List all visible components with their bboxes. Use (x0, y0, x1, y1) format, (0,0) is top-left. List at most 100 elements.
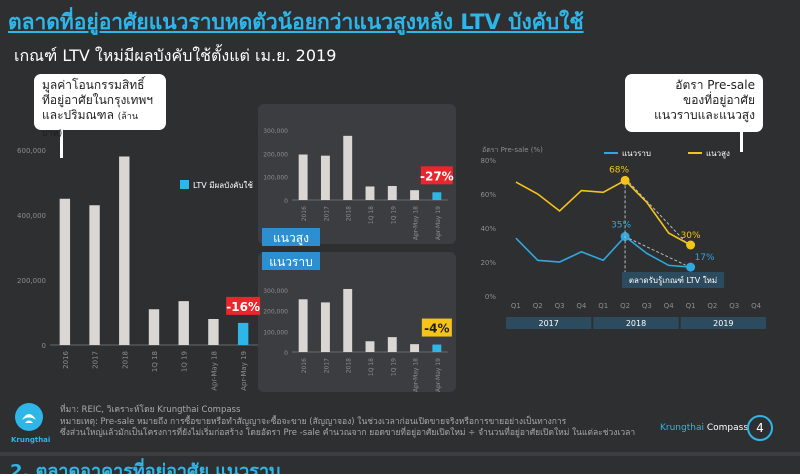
change-label: -27% (420, 169, 454, 183)
bar (365, 186, 375, 200)
bar (89, 205, 100, 345)
x-tick-label: Apr-May 19 (435, 358, 442, 392)
legend-swatch (180, 180, 189, 189)
page-subtitle: เกณฑ์ LTV ใหม่มีผลบังคับใช้ตั้งแต่ เม.ย.… (14, 46, 337, 65)
chart-low-rise: แนวราบ 0 100,000 200,000 300,000 2016 2017 2018… (262, 252, 452, 392)
x-tick-label: Q1 (598, 302, 608, 310)
y-tick-label: 100,000 (263, 175, 288, 182)
y-tick-label: 60% (480, 191, 496, 199)
trend-arrow (628, 238, 686, 266)
bar (432, 192, 442, 200)
bar (387, 186, 397, 200)
bar (148, 309, 160, 345)
x-tick-label: 2018 (121, 351, 129, 369)
bar (237, 322, 249, 345)
callout-stem (740, 130, 743, 152)
year-label: 2019 (713, 319, 733, 328)
change-label: -16% (226, 300, 260, 314)
x-tick-label: 2018 (346, 358, 353, 373)
annotation-label: 35% (611, 221, 631, 231)
y-tick-label: 200,000 (263, 151, 288, 158)
y-tick-label: 200,000 (263, 309, 288, 316)
event-badge (622, 272, 724, 288)
bar (59, 198, 71, 345)
callout-line: ของที่อยู่อาศัย (682, 93, 755, 107)
y-tick-label: 0 (284, 350, 288, 357)
annotation-label: 68% (609, 165, 629, 175)
legend-label: แนวราบ (622, 149, 651, 158)
chart-total-transfer: 0 200,000 400,000 600,000 2016 2017 2018 1Q 18 1… (17, 147, 261, 391)
change-label: -4% (424, 322, 449, 336)
x-tick-label: 2016 (301, 358, 308, 373)
x-tick-label: 2017 (323, 206, 330, 221)
compass-brand: Krungthai Compass (660, 423, 748, 433)
year-label: 2018 (626, 319, 646, 328)
x-tick-label: 1Q 19 (390, 358, 397, 376)
y-axis-title: อัตรา Pre-sale (%) (482, 146, 543, 154)
panel-tag (262, 252, 320, 270)
x-tick-label: Q3 (729, 302, 739, 310)
series-marker (620, 175, 630, 185)
x-tick-label: 2017 (323, 358, 330, 373)
bar (320, 302, 330, 352)
year-label: 2017 (538, 319, 558, 328)
page-number: 4 (747, 415, 773, 441)
source-note: ที่มา: REIC, วิเคราะห์โดย Krungthai Comp… (60, 405, 241, 415)
next-slide-strip (0, 452, 800, 474)
x-tick-label: Q3 (642, 302, 652, 310)
year-band (680, 317, 766, 329)
panel-label: แนวราบ (269, 255, 312, 269)
bar (387, 337, 397, 352)
callout-line: และปริมณฑล (ล้านบาท) (42, 108, 158, 142)
bar (298, 154, 308, 200)
y-tick-label: 200,000 (17, 277, 46, 285)
change-badge (420, 166, 453, 185)
x-tick-label: Q4 (751, 302, 762, 310)
x-tick-label: Apr-May 19 (240, 351, 248, 391)
x-tick-label: Q1 (511, 302, 521, 310)
year-band (506, 317, 592, 329)
y-tick-label: 600,000 (17, 147, 46, 155)
x-tick-label: 2016 (62, 350, 70, 368)
change-badge (226, 296, 261, 315)
bar (343, 288, 353, 352)
footer-note: ที่มา: REIC, วิเคราะห์โดย Krungthai Comp… (60, 405, 640, 440)
y-tick-label: 0 (284, 198, 288, 205)
next-slide-title: 2. ตลาดอาคารที่อยู่อาศัย แนวราบ (10, 461, 281, 474)
callout-line-text: และปริมณฑล (42, 108, 114, 122)
series-line (515, 235, 691, 268)
x-tick-label: Q2 (620, 302, 630, 310)
x-tick-label: Q3 (555, 302, 565, 310)
bar (208, 319, 219, 345)
x-tick-label: Q2 (707, 302, 717, 310)
bird-logo-icon (15, 403, 43, 431)
bar (178, 301, 189, 345)
x-tick-label: Q1 (686, 302, 696, 310)
callout-stem (60, 128, 63, 158)
brand-name: Krungthai (11, 436, 51, 444)
y-tick-label: 0% (485, 293, 496, 301)
event-label: ตลาดรับรู้เกณฑ์ LTV ใหม่ (629, 275, 717, 286)
x-tick-label: 1Q 18 (368, 206, 375, 224)
series-marker (686, 240, 696, 250)
x-tick-label: Apr-May 19 (435, 206, 442, 240)
x-tick-label: 2016 (301, 206, 308, 221)
annotation-label: 30% (681, 231, 701, 241)
change-badge (421, 318, 452, 337)
bar (343, 135, 353, 200)
y-tick-label: 100,000 (263, 329, 288, 336)
bar (410, 344, 420, 352)
callout-transfer-value: มูลค่าโอนกรรมสิทธิ์ ที่อยู่อาศัยในกรุงเท… (34, 74, 166, 139)
bar (365, 341, 375, 352)
callout-line: ที่อยู่อาศัยในกรุงเทพฯ (42, 93, 154, 107)
year-band (593, 317, 679, 329)
x-tick-label: Apr-May 18 (413, 358, 420, 392)
series-line (515, 179, 691, 246)
x-tick-label: Apr-May 18 (210, 351, 218, 391)
panel-tag (262, 228, 320, 246)
bar (432, 344, 442, 352)
compass-brand-b: Compass (706, 423, 749, 433)
y-tick-label: 0 (42, 342, 46, 350)
unit-label: (ล้านบาท) (42, 112, 139, 139)
panel-label: แนวสูง (273, 231, 309, 246)
